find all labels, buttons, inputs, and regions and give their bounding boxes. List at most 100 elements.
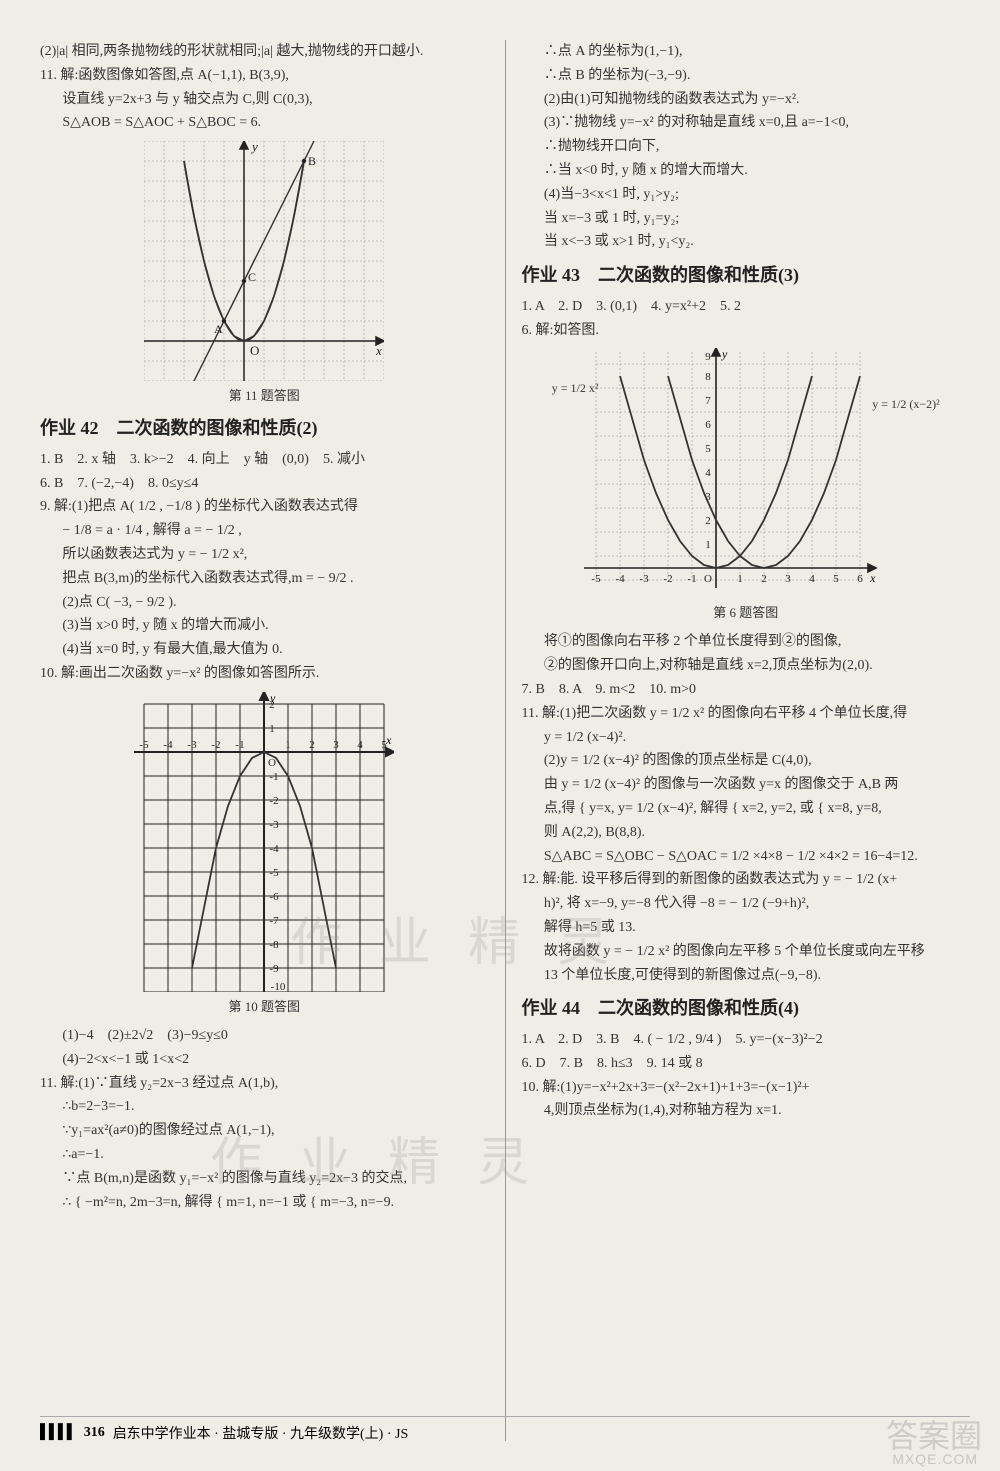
text: 当 x=−3 或 1 时, y₁=y₂; xyxy=(522,207,971,231)
text: 则 A(2,2), B(8,8). xyxy=(522,821,971,845)
text: (2)由(1)可知抛物线的函数表达式为 y=−x². xyxy=(522,88,971,112)
svg-text:-5: -5 xyxy=(591,573,601,585)
answers: 6. D 7. B 8. h≤3 9. 14 或 8 xyxy=(522,1052,971,1076)
svg-text:x: x xyxy=(385,733,392,747)
text: 13 个单位长度,可使得到的新图像过点(−9,−8). xyxy=(522,964,971,988)
column-divider xyxy=(505,40,506,1441)
text: 9. 解:(1)把点 A( 1/2 , −1/8 ) 的坐标代入函数表达式得 xyxy=(40,495,489,519)
svg-text:-2: -2 xyxy=(663,573,672,585)
corner-url: MXQE.COM xyxy=(892,1451,978,1467)
svg-text:-4: -4 xyxy=(615,573,625,585)
text: 10. 解:画出二次函数 y=−x² 的图像如答图所示. xyxy=(40,662,489,686)
text: ∴当 x<0 时, y 随 x 的增大而增大. xyxy=(522,159,971,183)
svg-text:1: 1 xyxy=(286,739,292,751)
svg-text:x: x xyxy=(869,571,876,585)
answers: 6. 解:如答图. xyxy=(522,319,971,343)
svg-text:-3: -3 xyxy=(639,573,649,585)
text: S△ABC = S△OBC − S△OAC = 1/2 ×4×8 − 1/2 ×… xyxy=(522,845,971,869)
answers: 1. A 2. D 3. (0,1) 4. y=x²+2 5. 2 xyxy=(522,295,971,319)
svg-text:-4: -4 xyxy=(164,739,174,751)
answers: 1. B 2. x 轴 3. k>−2 4. 向上 y 轴 (0,0) 5. 减… xyxy=(40,448,489,472)
text: 点,得 { y=x, y= 1/2 (x−4)², 解得 { x=2, y=2,… xyxy=(522,797,971,821)
figure-6: -5-4-3-2-1 O 123456 123456789 x y xyxy=(556,348,936,598)
text: ∴抛物线开口向下, xyxy=(522,135,971,159)
text: (4)−2<x<−1 或 1<x<2 xyxy=(40,1048,489,1072)
heading-44: 作业 44 二次函数的图像和性质(4) xyxy=(522,993,971,1024)
figure-caption: 第 11 题答图 xyxy=(40,385,489,407)
text: ∴b=2−3=−1. xyxy=(40,1095,489,1119)
text: 将①的图像向右平移 2 个单位长度得到②的图像, xyxy=(522,630,971,654)
text: 11. 解:(1)把二次函数 y = 1/2 x² 的图像向右平移 4 个单位长… xyxy=(522,702,971,726)
text: y = 1/2 (x−4)². xyxy=(522,726,971,750)
text: (3)当 x>0 时, y 随 x 的增大而减小. xyxy=(40,614,489,638)
svg-text:2: 2 xyxy=(310,739,316,751)
svg-text:4: 4 xyxy=(809,573,815,585)
barcode-icon: ▌▌▌▌ xyxy=(40,1425,76,1441)
text: (2)点 C( −3, − 9/2 ). xyxy=(40,591,489,615)
svg-text:y: y xyxy=(269,692,276,705)
page: (2)|a| 相同,两条抛物线的形状就相同;|a| 越大,抛物线的开口越小. 1… xyxy=(0,0,1000,1471)
text: ∵点 B(m,n)是函数 y₁=−x² 的图像与直线 y₂=2x−3 的交点, xyxy=(40,1167,489,1191)
text: (4)当−3<x<1 时, y₁>y₂; xyxy=(522,183,971,207)
text: ②的图像开口向上,对称轴是直线 x=2,顶点坐标为(2,0). xyxy=(522,654,971,678)
text: 11. 解:(1)∵直线 y₂=2x−3 经过点 A(1,b), xyxy=(40,1072,489,1096)
text: (2)y = 1/2 (x−4)² 的图像的顶点坐标是 C(4,0), xyxy=(522,749,971,773)
svg-text:3: 3 xyxy=(334,739,340,751)
text: 11. 解:函数图像如答图,点 A(−1,1), B(3,9), xyxy=(40,64,489,88)
text: (3)∵抛物线 y=−x² 的对称轴是直线 x=0,且 a=−1<0, xyxy=(522,111,971,135)
figure-11: O x y A B C xyxy=(144,141,384,381)
svg-text:-10: -10 xyxy=(271,981,286,992)
text: 由 y = 1/2 (x−4)² 的图像与一次函数 y=x 的图像交于 A,B … xyxy=(522,773,971,797)
text: 把点 B(3,m)的坐标代入函数表达式得,m = − 9/2 . xyxy=(40,567,489,591)
page-footer: ▌▌▌▌ 316 启东中学作业本 · 盐城专版 · 九年级数学(上) · JS xyxy=(40,1416,970,1443)
svg-text:5: 5 xyxy=(705,443,711,455)
svg-text:3: 3 xyxy=(785,573,791,585)
svg-text:4: 4 xyxy=(705,467,711,479)
text: (1)−4 (2)±2√2 (3)−9≤y≤0 xyxy=(40,1024,489,1048)
svg-text:7: 7 xyxy=(705,395,711,407)
answers: 6. B 7. (−2,−4) 8. 0≤y≤4 xyxy=(40,472,489,496)
figure-caption: 第 6 题答图 xyxy=(522,602,971,624)
svg-text:-8: -8 xyxy=(270,939,280,951)
fig-label-right: y = 1/2 (x−2)² xyxy=(872,394,939,414)
svg-text:A: A xyxy=(214,322,223,336)
text: 所以函数表达式为 y = − 1/2 x², xyxy=(40,543,489,567)
svg-text:1: 1 xyxy=(270,723,276,735)
svg-text:O: O xyxy=(704,573,712,585)
svg-text:-5: -5 xyxy=(140,739,150,751)
svg-text:C: C xyxy=(248,270,256,284)
right-column: ∴点 A 的坐标为(1,−1), ∴点 B 的坐标为(−3,−9). (2)由(… xyxy=(510,40,971,1441)
page-number: 316 xyxy=(84,1425,105,1441)
svg-text:y: y xyxy=(721,348,728,361)
svg-text:-3: -3 xyxy=(188,739,198,751)
text: ∵y₁=ax²(a≠0)的图像经过点 A(1,−1), xyxy=(40,1119,489,1143)
text: (4)当 x=0 时, y 有最大值,最大值为 0. xyxy=(40,638,489,662)
svg-text:5: 5 xyxy=(833,573,839,585)
heading-43: 作业 43 二次函数的图像和性质(3) xyxy=(522,260,971,291)
figure-caption: 第 10 题答图 xyxy=(40,996,489,1018)
text: 解得 h=5 或 13. xyxy=(522,916,971,940)
svg-text:x: x xyxy=(375,343,382,358)
svg-text:O: O xyxy=(268,757,276,769)
svg-text:-9: -9 xyxy=(270,963,280,975)
svg-text:B: B xyxy=(308,154,316,168)
answers: 7. B 8. A 9. m<2 10. m>0 xyxy=(522,678,971,702)
svg-text:-6: -6 xyxy=(270,891,280,903)
svg-text:y: y xyxy=(250,141,258,154)
text: 12. 解:能. 设平移后得到的新图像的函数表达式为 y = − 1/2 (x+ xyxy=(522,868,971,892)
text: S△AOB = S△AOC + S△BOC = 6. xyxy=(40,111,489,135)
svg-text:6: 6 xyxy=(705,419,711,431)
svg-text:O: O xyxy=(250,343,259,358)
text: ∴点 B 的坐标为(−3,−9). xyxy=(522,64,971,88)
svg-text:-7: -7 xyxy=(270,915,280,927)
text: h)², 将 x=−9, y=−8 代入得 −8 = − 1/2 (−9+h)²… xyxy=(522,892,971,916)
svg-text:-2: -2 xyxy=(212,739,221,751)
text: 4,则顶点坐标为(1,4),对称轴方程为 x=1. xyxy=(522,1099,971,1123)
text: (2)|a| 相同,两条抛物线的形状就相同;|a| 越大,抛物线的开口越小. xyxy=(40,40,489,64)
text: 10. 解:(1)y=−x²+2x+3=−(x²−2x+1)+1+3=−(x−1… xyxy=(522,1076,971,1100)
text: 设直线 y=2x+3 与 y 轴交点为 C,则 C(0,3), xyxy=(40,88,489,112)
svg-text:-1: -1 xyxy=(270,771,279,783)
svg-text:6: 6 xyxy=(857,573,863,585)
text: 故将函数 y = − 1/2 x² 的图像向左平移 5 个单位长度或向左平移 xyxy=(522,940,971,964)
svg-text:-1: -1 xyxy=(236,739,245,751)
